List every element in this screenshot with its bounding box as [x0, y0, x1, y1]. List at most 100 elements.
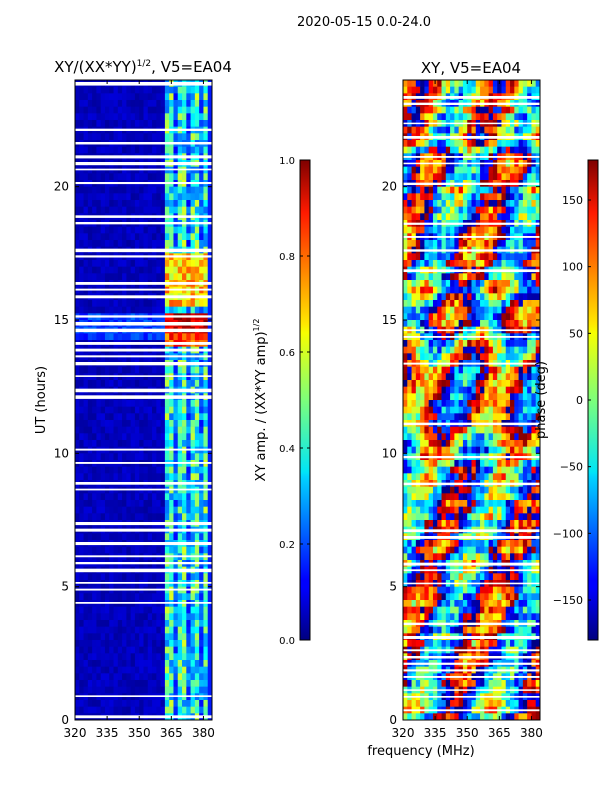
- left-gap-line: [75, 182, 212, 185]
- right-heatmap-cell: [492, 346, 498, 354]
- right-heatmap-cell: [415, 86, 421, 94]
- left-heatmap-cell: [122, 433, 127, 441]
- right-heatmap-cell: [432, 446, 438, 454]
- right-heatmap-cell: [424, 286, 429, 294]
- left-heatmap-cell: [156, 366, 161, 374]
- left-heatmap-cell: [100, 86, 106, 94]
- left-heatmap-cell: [164, 573, 170, 581]
- left-heatmap-cell: [203, 260, 209, 267]
- right-heatmap-cell: [497, 413, 502, 421]
- left-heatmap-cell: [207, 100, 213, 107]
- left-heatmap-cell: [199, 680, 204, 687]
- right-heatmap-cell: [428, 393, 434, 401]
- left-heatmap-cell: [173, 186, 179, 194]
- right-heatmap-cell: [441, 193, 447, 201]
- left-heatmap-cell: [134, 106, 140, 114]
- left-heatmap-cell: [147, 686, 153, 694]
- right-heatmap-cell: [467, 426, 472, 434]
- right-heatmap-cell: [467, 273, 472, 281]
- right-heatmap-cell: [488, 126, 494, 134]
- left-heatmap-cell: [87, 633, 93, 641]
- left-heatmap-cell: [100, 686, 106, 694]
- left-heatmap-cell: [143, 466, 149, 474]
- left-heatmap-cell: [96, 493, 101, 501]
- left-heatmap-cell: [96, 406, 101, 414]
- left-heatmap-cell: [87, 573, 93, 581]
- left-heatmap-cell: [147, 440, 153, 447]
- right-heatmap-cell: [535, 186, 541, 194]
- left-heatmap-cell: [139, 106, 144, 114]
- left-heatmap-cell: [152, 226, 157, 234]
- left-heatmap-cell: [152, 233, 157, 241]
- right-heatmap-cell: [403, 426, 408, 434]
- left-heatmap-cell: [169, 706, 174, 714]
- left-heatmap-cell: [96, 653, 101, 661]
- right-heatmap-cell: [441, 140, 447, 147]
- right-heatmap-cell: [488, 226, 494, 234]
- left-heatmap-cell: [130, 673, 136, 681]
- right-heatmap-cell: [522, 253, 528, 261]
- left-heatmap-cell: [199, 433, 204, 441]
- left-heatmap-cell: [92, 173, 97, 181]
- left-heatmap-cell: [104, 413, 110, 421]
- left-heatmap-cell: [75, 673, 80, 681]
- left-heatmap-cell: [143, 420, 149, 427]
- right-heatmap-cell: [467, 173, 472, 181]
- left-heatmap-cell: [207, 420, 213, 427]
- left-heatmap-cell: [169, 120, 174, 127]
- right-gap-line: [403, 329, 540, 332]
- left-heatmap-cell: [109, 686, 114, 694]
- right-heatmap-cell: [471, 380, 477, 387]
- right-heatmap-cell: [531, 200, 537, 207]
- right-heatmap-cell: [462, 126, 468, 134]
- left-heatmap-cell: [104, 240, 110, 247]
- right-heatmap-cell: [475, 80, 481, 87]
- left-heatmap-cell: [194, 613, 200, 621]
- right-heatmap-cell: [428, 253, 434, 261]
- left-heatmap-cell: [203, 306, 209, 314]
- left-heatmap-cell: [182, 673, 187, 681]
- right-heatmap-cell: [445, 113, 451, 121]
- left-heatmap-cell: [130, 193, 136, 201]
- right-heatmap-cell: [510, 373, 515, 381]
- right-heatmap-cell: [415, 340, 421, 347]
- left-heatmap-cell: [96, 500, 101, 507]
- left-gap-line: [75, 562, 212, 565]
- right-heatmap-cell: [522, 393, 528, 401]
- right-heatmap-cell: [441, 293, 447, 301]
- left-heatmap-cell: [134, 146, 140, 154]
- right-heatmap-cell: [514, 106, 519, 114]
- left-heatmap-cell: [143, 546, 149, 554]
- left-heatmap-cell: [122, 686, 127, 694]
- left-heatmap-cell: [190, 500, 196, 507]
- right-heatmap-cell: [497, 286, 502, 294]
- right-heatmap-cell: [462, 200, 468, 207]
- right-heatmap-cell: [407, 106, 412, 114]
- left-heatmap-cell: [104, 606, 110, 614]
- left-heatmap-cell: [173, 653, 179, 661]
- left-heatmap-cell: [100, 660, 106, 667]
- left-heatmap-cell: [199, 653, 204, 661]
- left-heatmap-cell: [203, 653, 209, 661]
- left-heatmap-cell: [117, 680, 123, 687]
- left-heatmap-cell: [186, 273, 191, 281]
- right-heatmap-cell: [484, 146, 489, 154]
- left-heatmap-cell: [96, 300, 101, 307]
- right-heatmap-cell: [510, 146, 515, 154]
- right-heatmap-cell: [458, 386, 464, 394]
- right-heatmap-cell: [432, 406, 438, 414]
- left-heatmap-cell: [182, 366, 187, 374]
- right-heatmap-cell: [420, 340, 425, 347]
- left-gap-line: [75, 462, 212, 464]
- right-gap-line: [403, 222, 540, 225]
- left-heatmap-cell: [96, 93, 101, 101]
- right-heatmap-cell: [475, 140, 481, 147]
- left-heatmap-cell: [194, 493, 200, 501]
- right-heatmap-cell: [471, 300, 477, 307]
- right-heatmap-cell: [518, 226, 524, 234]
- left-heatmap-cell: [182, 433, 187, 441]
- left-heatmap-cell: [169, 333, 174, 341]
- right-heatmap-cell: [432, 213, 438, 221]
- right-heatmap-cell: [437, 440, 442, 447]
- left-heatmap-cell: [169, 660, 174, 667]
